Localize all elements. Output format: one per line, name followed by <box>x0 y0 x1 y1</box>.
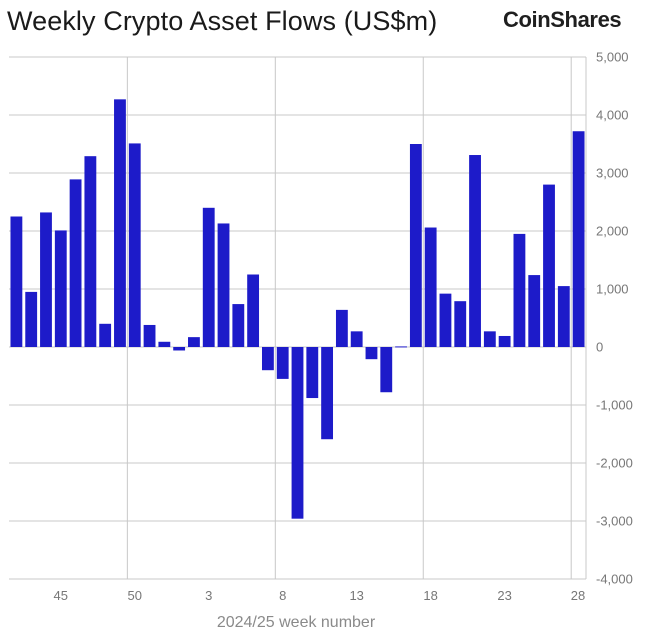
bar <box>335 309 348 347</box>
y-tick-label: 5,000 <box>596 50 629 65</box>
y-tick-label: 2,000 <box>596 224 629 239</box>
bar <box>454 301 467 347</box>
bar <box>114 99 126 347</box>
bar <box>128 143 141 347</box>
bar <box>84 156 97 347</box>
bar <box>247 274 260 347</box>
x-tick-label: 23 <box>497 588 511 603</box>
x-tick-label: 28 <box>571 588 585 603</box>
bar <box>424 227 437 347</box>
bar <box>188 337 200 347</box>
bar <box>483 331 496 347</box>
bar <box>25 291 38 347</box>
bar <box>306 347 319 399</box>
coinshares-logo: CoinShares <box>503 7 622 32</box>
bar <box>350 331 363 347</box>
bar <box>572 131 585 347</box>
y-tick-label: 4,000 <box>596 108 629 123</box>
bar <box>557 286 570 347</box>
bar <box>380 347 393 393</box>
x-tick-label: 8 <box>279 588 286 603</box>
y-tick-label: -1,000 <box>596 398 633 413</box>
bar <box>54 230 67 347</box>
bar <box>395 346 407 348</box>
x-axis-ticks: 45 50 3 8 13 18 23 28 <box>54 588 586 603</box>
bar <box>173 347 186 351</box>
bar <box>365 347 378 360</box>
bar <box>99 323 112 347</box>
x-tick-label: 13 <box>349 588 363 603</box>
bar <box>10 216 23 347</box>
x-tick-label: 50 <box>128 588 142 603</box>
bar <box>217 223 230 347</box>
bar <box>143 324 156 347</box>
x-axis-label: 2024/25 week number <box>217 614 376 631</box>
bars <box>10 99 585 519</box>
bar <box>321 347 334 440</box>
bar <box>261 347 274 371</box>
y-axis-ticks: 5,000 4,000 3,000 2,000 1,000 0 -1,000 -2,000 -3… <box>596 50 633 587</box>
bar <box>409 144 422 347</box>
x-tick-label: 45 <box>54 588 68 603</box>
bar <box>291 347 304 519</box>
bar <box>513 233 526 347</box>
bar <box>69 179 82 347</box>
y-tick-label: 0 <box>596 340 603 355</box>
chart-title: Weekly Crypto Asset Flows (US$m) <box>7 6 438 36</box>
y-tick-label: -2,000 <box>596 456 633 471</box>
bar <box>202 207 215 347</box>
y-tick-label: 3,000 <box>596 166 629 181</box>
x-tick-label: 3 <box>205 588 212 603</box>
y-tick-label: -4,000 <box>596 572 633 587</box>
bar <box>543 184 555 347</box>
bar <box>232 304 245 347</box>
y-tick-label: -3,000 <box>596 514 633 529</box>
bar <box>469 155 481 347</box>
bar <box>40 212 52 347</box>
bar <box>439 293 452 347</box>
bar <box>158 341 171 347</box>
bar <box>528 275 541 347</box>
bar <box>498 335 511 347</box>
x-tick-label: 18 <box>423 588 437 603</box>
y-tick-label: 1,000 <box>596 282 629 297</box>
bar <box>276 347 289 379</box>
